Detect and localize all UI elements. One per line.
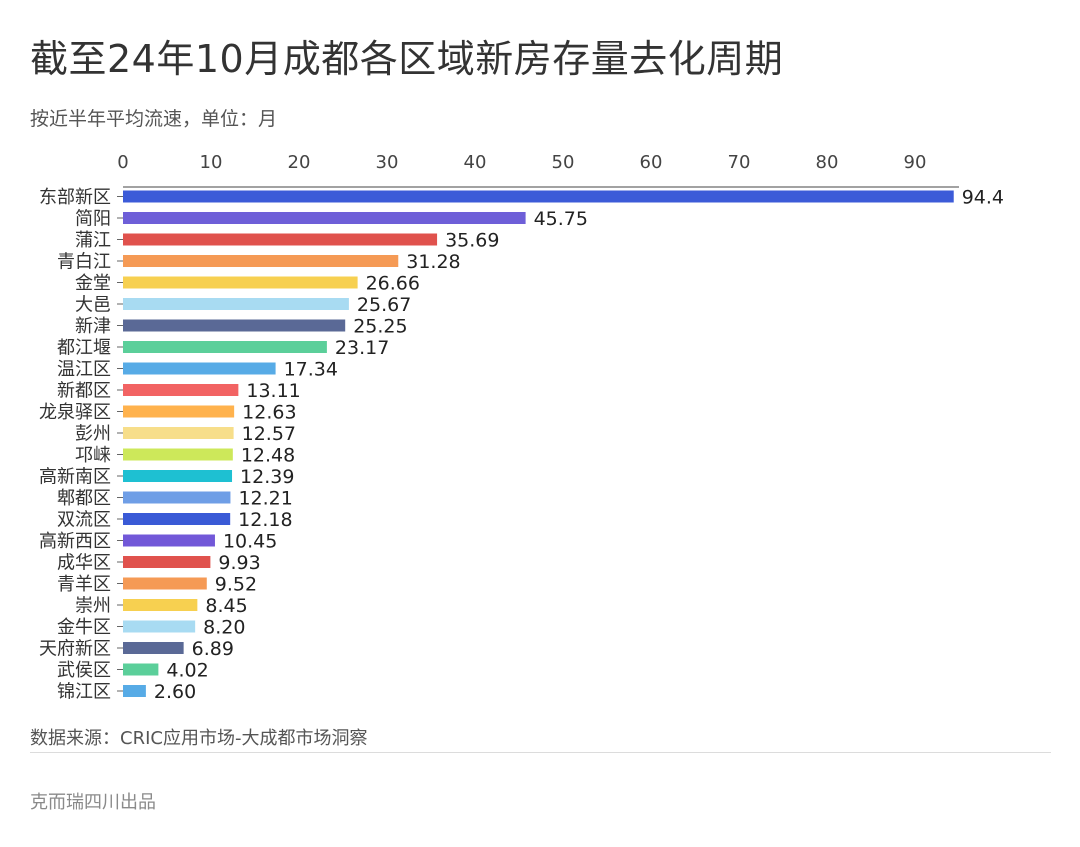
value-label: 4.02: [166, 660, 208, 682]
category-label: 金牛区: [57, 617, 111, 638]
category-label: 彭州: [75, 424, 111, 445]
bar: [123, 362, 276, 375]
x-tick-label: 10: [200, 152, 223, 173]
bar-chart: 0 10 20 30 40 50 60 70 80 90 东部新区 94.4 简阳 45.75 蒲江 35.6…: [39, 152, 1004, 703]
value-label: 12.57: [242, 423, 296, 445]
value-label: 17.34: [284, 359, 338, 381]
x-tick-label: 80: [816, 152, 839, 173]
value-label: 26.66: [366, 273, 420, 295]
category-label: 锦江区: [57, 682, 111, 703]
value-label: 45.75: [534, 208, 588, 230]
value-label: 13.11: [246, 380, 300, 402]
chart-subtitle: 按近半年平均流速，单位：月: [30, 108, 278, 130]
category-label: 青白江: [57, 252, 111, 273]
x-tick-label: 60: [640, 152, 663, 173]
value-label: 6.89: [192, 638, 234, 660]
x-tick-label: 70: [728, 152, 751, 173]
bar: [123, 212, 526, 224]
category-label: 大邑: [75, 295, 111, 316]
footer-credit: 克而瑞四川出品: [30, 792, 156, 813]
value-label: 12.48: [241, 445, 295, 467]
x-tick-label: 40: [464, 152, 487, 173]
category-label: 简阳: [75, 209, 111, 230]
category-label: 邛崃: [75, 445, 111, 466]
bar: [123, 513, 231, 525]
bar: [123, 491, 231, 504]
x-tick-label: 0: [117, 152, 128, 173]
value-label: 35.69: [445, 230, 499, 252]
value-label: 8.20: [203, 617, 245, 639]
value-label: 25.25: [353, 316, 407, 338]
value-label: 12.63: [242, 402, 296, 424]
category-label: 蒲江: [75, 230, 111, 251]
bar: [123, 427, 234, 439]
bar: [123, 642, 184, 654]
category-label: 龙泉驿区: [39, 402, 111, 423]
divider: [30, 752, 1051, 753]
bar: [123, 298, 349, 310]
value-label: 31.28: [406, 251, 460, 273]
category-label: 高新南区: [39, 467, 111, 488]
category-label: 双流区: [57, 510, 111, 531]
category-label: 都江堰: [57, 338, 111, 359]
bar: [123, 556, 211, 568]
bar: [123, 448, 233, 461]
value-label: 9.93: [218, 552, 260, 574]
value-label: 12.21: [238, 488, 292, 510]
bar: [123, 341, 327, 353]
bar: [123, 685, 146, 697]
category-label: 成华区: [57, 553, 111, 574]
category-label: 崇州: [75, 596, 111, 617]
value-label: 10.45: [223, 531, 277, 553]
category-label: 金堂: [75, 273, 111, 294]
bar: [123, 276, 358, 289]
value-label: 94.4: [962, 187, 1004, 209]
category-label: 新津: [75, 316, 111, 337]
chart-title: 截至24年10月成都各区域新房存量去化周期: [30, 37, 784, 81]
bar: [123, 663, 159, 676]
bar: [123, 470, 233, 482]
value-label: 12.18: [238, 509, 292, 531]
x-tick-label: 30: [376, 152, 399, 173]
category-label: 高新西区: [39, 531, 111, 552]
bar: [123, 233, 438, 246]
bar: [123, 190, 954, 203]
category-label: 天府新区: [39, 639, 111, 660]
x-tick-label: 90: [904, 152, 927, 173]
bar: [123, 255, 399, 267]
data-source: 数据来源：CRIC应用市场-大成都市场洞察: [30, 728, 368, 749]
bar: [123, 534, 215, 547]
category-label: 温江区: [57, 359, 111, 380]
value-label: 25.67: [357, 294, 411, 316]
bar: [123, 577, 207, 590]
value-label: 2.60: [154, 681, 196, 703]
bar: [123, 405, 235, 418]
value-label: 12.39: [240, 466, 294, 488]
category-label: 新都区: [57, 381, 111, 402]
bar: [123, 599, 198, 611]
value-label: 9.52: [215, 574, 257, 596]
category-label: 青羊区: [57, 574, 111, 595]
category-label: 东部新区: [39, 187, 111, 208]
category-label: 武侯区: [57, 660, 111, 681]
bar: [123, 319, 346, 332]
value-label: 8.45: [205, 595, 247, 617]
bar: [123, 384, 239, 396]
bar: [123, 620, 196, 633]
x-tick-label: 50: [552, 152, 575, 173]
value-label: 23.17: [335, 337, 389, 359]
x-tick-label: 20: [288, 152, 311, 173]
category-label: 郫都区: [57, 488, 111, 509]
